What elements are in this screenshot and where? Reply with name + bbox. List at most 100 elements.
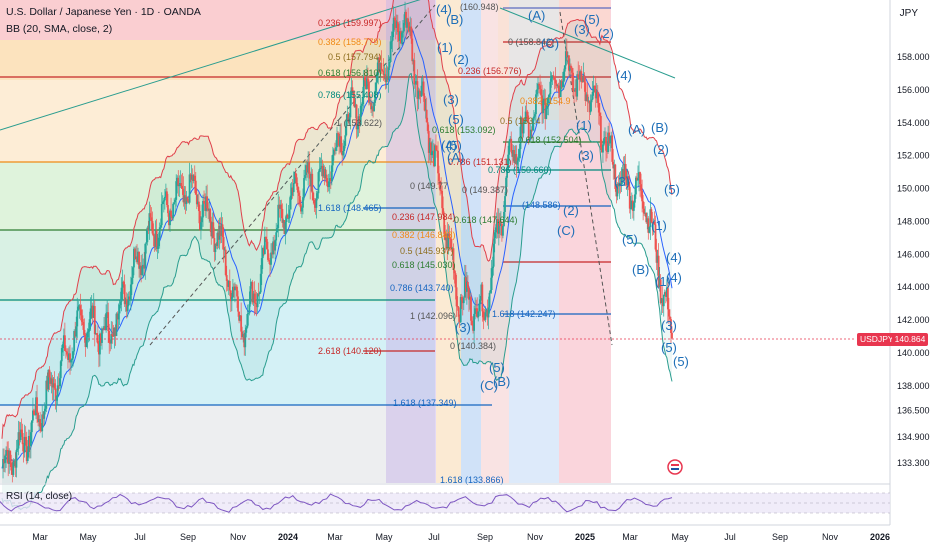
- fib-level-label: 0 (149.77: [410, 181, 448, 191]
- candle-body: [396, 21, 399, 33]
- candle-body: [202, 200, 204, 218]
- candle-body: [650, 209, 653, 223]
- candle-body: [456, 306, 459, 308]
- candle-body: [418, 90, 421, 92]
- candle-body: [308, 162, 311, 174]
- time-axis[interactable]: Mar May Jul Sep Nov 2024 Mar May Jul Sep Nov 2025 Ma…: [0, 524, 890, 542]
- candle-body: [12, 462, 15, 475]
- candle-body: [333, 149, 335, 155]
- candle-body: [125, 299, 128, 312]
- candle-body: [289, 195, 292, 210]
- candle-body: [342, 150, 345, 156]
- candle-body: [303, 178, 305, 198]
- candle-body: [161, 201, 164, 205]
- time-tick-label: Jul: [428, 532, 440, 542]
- candle-body: [274, 240, 277, 251]
- candle-body: [63, 335, 66, 351]
- candle-body: [473, 313, 475, 331]
- candle-body: [290, 187, 293, 196]
- candle-body: [543, 98, 546, 101]
- candle-body: [135, 256, 137, 260]
- elliott-wave-label: (4): [666, 250, 682, 265]
- candle-body: [389, 41, 392, 63]
- candle-body: [449, 238, 452, 240]
- time-tick-label: Mar: [622, 532, 638, 542]
- candle-body: [570, 65, 572, 69]
- candle-body: [524, 111, 527, 122]
- candle-body: [477, 311, 480, 318]
- candle-body: [521, 117, 524, 134]
- candle-body: [653, 221, 656, 225]
- event-flag-icon[interactable]: [667, 459, 683, 475]
- candle-body: [467, 281, 469, 289]
- candle-body: [233, 286, 235, 291]
- candle-body: [335, 147, 337, 151]
- candle-body: [32, 410, 34, 421]
- candle-body: [282, 220, 285, 223]
- elliott-wave-label: (2): [453, 52, 469, 67]
- candle-body: [657, 255, 660, 288]
- candle-body: [218, 225, 221, 240]
- candle-body: [60, 348, 63, 362]
- candle-body: [312, 192, 315, 201]
- candle-body: [608, 132, 611, 144]
- candle-body: [630, 200, 633, 209]
- candle-body: [75, 326, 78, 337]
- candle-body: [175, 181, 178, 200]
- candle-body: [235, 286, 237, 288]
- candle-body: [200, 222, 202, 230]
- candle-body: [273, 241, 276, 251]
- candle-body: [629, 208, 632, 210]
- candle-body: [388, 62, 391, 68]
- candle-body: [143, 264, 146, 269]
- candle-body: [283, 220, 286, 234]
- candle-body: [62, 335, 65, 345]
- candle-body: [134, 248, 136, 260]
- candle-body: [194, 180, 197, 195]
- candle-body: [536, 89, 538, 95]
- candle-body: [16, 448, 19, 451]
- candle-body: [439, 180, 441, 191]
- candle-body: [197, 201, 200, 212]
- candle-body: [205, 196, 207, 211]
- candle-body: [300, 204, 302, 212]
- price-tick-label: 136.500: [897, 406, 930, 416]
- candle-body: [100, 333, 102, 343]
- candle-body: [428, 142, 431, 153]
- candle-body: [141, 266, 144, 275]
- wave-labels: (4)(B)(5)(2)(1)(3)(4)(5)(A)(3)(5)(B)(C)(…: [436, 2, 689, 393]
- candle-body: [2, 459, 4, 469]
- candle-body: [586, 94, 589, 102]
- candle-body: [518, 149, 521, 159]
- candle-body: [412, 60, 415, 62]
- fib-level-label: 1.618 (137.349): [393, 398, 457, 408]
- candle-body: [365, 78, 368, 90]
- candle-body: [36, 397, 38, 413]
- candle-body: [106, 312, 109, 314]
- candle-body: [204, 203, 206, 211]
- currency-label[interactable]: JPY: [899, 8, 918, 19]
- candle-body: [638, 172, 640, 179]
- price-axis[interactable]: 158.000 156.000 154.000 152.000 150.000 148.0…: [889, 0, 932, 525]
- candle-body: [51, 378, 54, 388]
- candle-body: [643, 208, 646, 214]
- candle-body: [234, 286, 236, 291]
- candle-body: [575, 88, 578, 97]
- rsi-pane[interactable]: [0, 483, 890, 514]
- candle-body: [214, 243, 217, 253]
- candle-body: [442, 208, 445, 216]
- candle-body: [248, 304, 251, 314]
- price-tick-label: 138.000: [897, 381, 930, 391]
- candle-body: [38, 418, 41, 423]
- candle-body: [544, 98, 547, 119]
- bb-lower-line: [1, 72, 673, 511]
- candle-body: [95, 333, 98, 335]
- candle-body: [315, 198, 318, 208]
- candle-body: [160, 204, 163, 226]
- candle-body: [297, 192, 300, 196]
- candle-body: [285, 214, 288, 223]
- candle-body: [103, 326, 105, 330]
- candle-body: [455, 287, 458, 307]
